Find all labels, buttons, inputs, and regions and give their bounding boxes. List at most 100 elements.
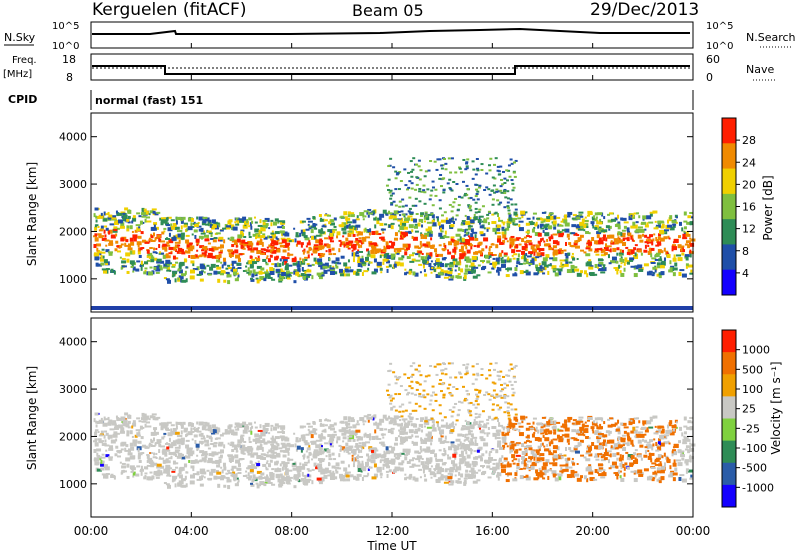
power-cell [548, 247, 553, 251]
velocity-cell [672, 477, 676, 482]
velocity-cell [573, 447, 578, 451]
velocity-cell [430, 465, 433, 468]
velocity-cell [232, 455, 235, 460]
velocity-cell [403, 420, 406, 423]
power-cell [380, 271, 383, 274]
velocity-cell [233, 473, 238, 478]
velocity-cell [98, 419, 104, 424]
velocity-cell [632, 426, 636, 431]
velocity-cell [487, 426, 490, 430]
power-cell [518, 220, 524, 223]
power-cell [457, 195, 461, 198]
power-cell [433, 268, 436, 272]
power-cell [336, 235, 339, 239]
power-cell [183, 224, 188, 228]
velocity-cell [541, 466, 547, 471]
power-cell [642, 215, 648, 220]
velocity-cell [603, 469, 606, 474]
velocity-cell [310, 434, 314, 439]
power-cell [249, 222, 252, 227]
power-cell [410, 182, 414, 185]
power-cell [506, 259, 511, 263]
power-cell [588, 248, 593, 252]
power-cell [628, 216, 633, 221]
velocity-cell [271, 454, 277, 459]
velocity-cell [617, 419, 620, 424]
velocity-cell [260, 457, 266, 460]
power-cell [602, 229, 608, 233]
velocity-cell [119, 430, 125, 434]
velocity-cell [219, 434, 224, 437]
power-cell [622, 237, 628, 240]
power-cell [269, 271, 275, 276]
power-cell [168, 252, 173, 255]
velocity-cell [415, 464, 421, 467]
power-cell [648, 221, 654, 224]
velocity-cell [359, 417, 365, 422]
power-cell [98, 214, 104, 219]
velocity-cell [252, 438, 257, 442]
power-cell [586, 214, 590, 217]
velocity-cell [329, 443, 332, 447]
power-cell [215, 254, 220, 259]
power-cell [501, 231, 507, 235]
power-cell [120, 222, 125, 227]
power-cell [496, 269, 500, 273]
velocity-cell [126, 463, 130, 468]
power-cell [318, 265, 323, 268]
velocity-cell [544, 437, 550, 442]
power-cell [332, 265, 335, 269]
velocity-cell [465, 451, 468, 455]
velocity-cell [386, 465, 391, 469]
power-cell [160, 260, 165, 264]
power-cells [93, 157, 696, 285]
power-cell [97, 207, 100, 210]
power-cell [255, 271, 259, 274]
velocity-cell [606, 450, 612, 453]
power-cell [424, 244, 429, 247]
power-cell [140, 266, 143, 271]
power-cell [370, 254, 376, 259]
power-cell [231, 244, 235, 248]
power-cell [535, 256, 540, 259]
velocity-cell [269, 476, 275, 481]
velocity-cell [379, 459, 385, 462]
power-cell [632, 221, 636, 226]
velocity-cell [596, 425, 599, 430]
colorbar-segment [722, 244, 736, 271]
velocity-cell [357, 436, 363, 441]
velocity-cell [629, 464, 634, 467]
velocity-cell [607, 459, 610, 464]
power-cell [245, 265, 248, 268]
power-cell [271, 249, 277, 254]
power-cell [666, 251, 669, 255]
power-cell [227, 280, 231, 285]
power-cell [94, 256, 100, 261]
nsky-tick-top: 10^5 [52, 21, 79, 32]
velocity-cell [347, 447, 353, 452]
power-cell [646, 271, 652, 276]
velocity-cell [458, 462, 463, 465]
velocity-cell [594, 423, 598, 427]
velocity-cell [674, 424, 677, 427]
velocity-cell [153, 429, 156, 434]
velocity-cell [279, 480, 285, 485]
velocity-cell [292, 462, 296, 465]
velocity-cell [452, 463, 458, 467]
power-cell [170, 223, 173, 228]
power-cell [548, 245, 552, 248]
power-cell [455, 261, 460, 266]
power-cell [685, 256, 689, 261]
velocity-cell [588, 464, 592, 467]
power-cell [399, 237, 404, 240]
power-cell [228, 254, 234, 258]
power-cell [597, 258, 603, 262]
velocity-cell [360, 447, 363, 450]
power-cell [176, 216, 182, 220]
velocity-cell [639, 444, 644, 448]
velocity-cell [392, 423, 398, 426]
velocity-cell [552, 456, 558, 461]
power-cell [124, 207, 129, 211]
power-cell [333, 253, 337, 256]
